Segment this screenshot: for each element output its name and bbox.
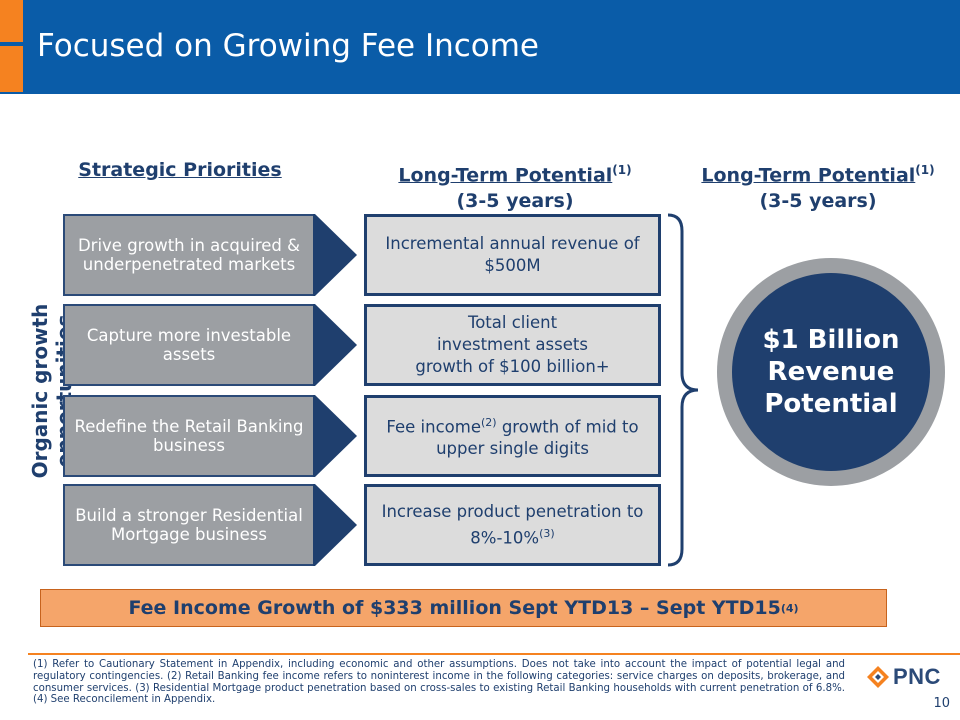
header-accent-bottom — [0, 46, 23, 92]
pnc-logo-icon — [867, 666, 889, 688]
long-term-potential-footnote-ref: (1) — [612, 163, 632, 177]
revenue-line-2: Revenue — [767, 357, 895, 387]
pnc-logo-text: PNC — [893, 664, 941, 689]
chevron-arrow-3 — [313, 395, 357, 477]
priority-box-4: Build a stronger Residential Mortgage bu… — [63, 484, 315, 566]
chevron-arrow-2 — [313, 304, 357, 386]
potential-text-4b: 8%-10% — [470, 528, 540, 548]
organic-growth-label: Organic growth opportunities — [28, 303, 76, 479]
potential-text-2c: growth of $100 billion+ — [415, 357, 610, 376]
potential-box-2: Total client investment assets growth of… — [364, 304, 661, 386]
revenue-circle — [732, 273, 930, 471]
fee-income-banner-text: Fee Income Growth of $333 million Sept Y… — [128, 597, 781, 619]
header-accent-top — [0, 0, 23, 42]
header-bar — [0, 0, 960, 94]
chevron-arrow-1 — [313, 214, 357, 296]
right-long-term-potential-heading-text: Long-Term Potential — [701, 164, 916, 187]
footnotes: (1) Refer to Cautionary Statement in App… — [33, 659, 845, 706]
potential-footnote-ref-3: (3) — [539, 526, 555, 540]
pnc-logo: PNC — [866, 664, 952, 690]
slide-title: Focused on Growing Fee Income — [37, 28, 540, 64]
priority-box-1: Drive growth in acquired & underpenetrat… — [63, 214, 315, 296]
potential-text-2b: investment assets — [437, 335, 588, 354]
potential-text-4a: Increase product penetration to — [381, 501, 644, 521]
potential-box-3: Fee income(2) growth of mid to upper sin… — [364, 395, 661, 477]
potential-text-3b: growth of mid to upper single digits — [436, 417, 639, 459]
fee-income-footnote-ref: (4) — [780, 601, 799, 615]
page-number: 10 — [933, 696, 950, 711]
chevron-arrow-4 — [313, 484, 357, 566]
right-brace — [667, 213, 699, 567]
long-term-potential-heading-text: Long-Term Potential — [398, 164, 613, 187]
footer-divider — [28, 653, 960, 655]
right-long-term-potential-footnote-ref: (1) — [915, 163, 935, 177]
long-term-potential-heading: Long-Term Potential(1) (3-5 years) — [370, 157, 660, 214]
long-term-potential-years: (3-5 years) — [456, 190, 574, 213]
potential-box-1: Incremental annual revenue of $500M — [364, 214, 661, 296]
right-long-term-potential-heading: Long-Term Potential(1) (3-5 years) — [690, 157, 946, 214]
potential-footnote-ref-2: (2) — [480, 415, 497, 429]
potential-text-1: Incremental annual revenue of $500M — [385, 234, 640, 275]
priority-box-2: Capture more investable assets — [63, 304, 315, 386]
strategic-priorities-heading: Strategic Priorities — [70, 157, 290, 183]
revenue-potential-text: $1 Billion Revenue Potential — [732, 273, 930, 471]
potential-text-3a: Fee income — [386, 417, 481, 437]
revenue-line-1: $1 Billion — [762, 325, 900, 355]
potential-text-2a: Total client — [467, 313, 558, 332]
strategic-priorities-heading-text: Strategic Priorities — [78, 159, 282, 181]
right-long-term-potential-years: (3-5 years) — [759, 190, 877, 213]
priority-box-3: Redefine the Retail Banking business — [63, 395, 315, 477]
potential-box-4: Increase product penetration to 8%-10%(3… — [364, 484, 661, 566]
revenue-line-3: Potential — [764, 389, 898, 419]
fee-income-banner: Fee Income Growth of $333 million Sept Y… — [40, 589, 887, 627]
